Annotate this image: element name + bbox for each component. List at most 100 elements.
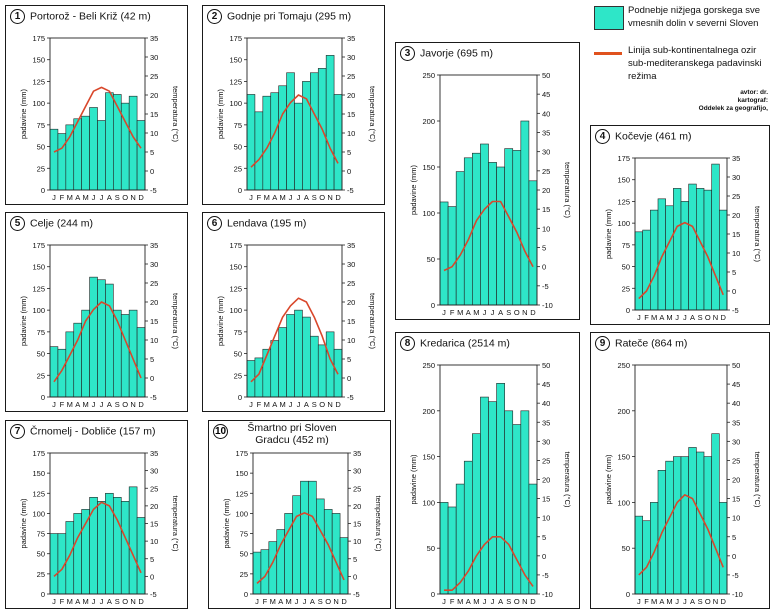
precip-bar [89, 497, 98, 595]
temp-tick-label: -5 [542, 571, 549, 580]
precip-tick-label: 50 [37, 550, 45, 559]
month-label: F [60, 193, 65, 202]
month-label: S [115, 193, 120, 202]
precip-bar [300, 480, 309, 595]
temp-axis-title: temperatura (°C) [368, 293, 377, 349]
month-label: N [130, 400, 135, 409]
precip-tick-label: 125 [235, 489, 248, 498]
precip-tick-label: 175 [229, 34, 242, 43]
month-label: N [327, 400, 332, 409]
temp-tick-label: 0 [542, 552, 546, 561]
temp-tick-label: 25 [542, 167, 550, 176]
temperature-line [53, 501, 142, 577]
temp-tick-label: 15 [732, 495, 740, 504]
month-label: J [442, 597, 446, 606]
temp-tick-label: 30 [150, 467, 158, 476]
precip-tick-label: 175 [32, 34, 45, 43]
precip-bar [455, 171, 465, 306]
precip-tick-label: 150 [32, 469, 45, 478]
precip-bar [642, 520, 651, 595]
panel-number: 10 [213, 424, 228, 439]
temp-tick-label: 50 [542, 361, 550, 370]
panel-title-text: Šmartno pri Sloven Gradcu (452 m) [247, 422, 337, 446]
precip-bar [246, 94, 256, 191]
month-label: F [450, 308, 455, 317]
precip-tick-label: 25 [240, 570, 248, 579]
precip-bar [688, 447, 697, 595]
precip-bar [270, 340, 279, 398]
temp-tick-label: 15 [353, 520, 361, 529]
temp-tick-label: 45 [542, 90, 550, 99]
month-label: O [122, 193, 128, 202]
panel-title: 6 Lendava (195 m) [207, 216, 306, 231]
precip-bar [480, 143, 489, 306]
precip-bar [520, 120, 530, 306]
temp-tick-label: 10 [732, 249, 740, 258]
precipitation-legend-label: Podnebje nižjega gorskega sve vmesnih do… [628, 5, 761, 29]
precip-tick-label: 150 [32, 56, 45, 65]
precip-tick-label: 0 [431, 590, 435, 599]
temp-tick-label: 30 [732, 173, 740, 182]
month-label: J [52, 400, 56, 409]
month-label: M [83, 400, 89, 409]
temp-tick-label: 5 [542, 533, 546, 542]
month-label: A [304, 193, 309, 202]
month-label: J [249, 400, 253, 409]
precip-bar [89, 276, 98, 398]
precip-bar [81, 115, 90, 191]
month-label: J [483, 597, 487, 606]
month-label: A [690, 597, 695, 606]
panel-title-text: Črnomelj - Dobliče (157 m) [30, 425, 156, 438]
panel-title-text: Javorje (695 m) [420, 47, 493, 60]
temp-tick-label: 30 [542, 148, 550, 157]
precip-bar [528, 180, 538, 306]
precip-tick-label: 150 [229, 263, 242, 272]
temp-tick-label: 30 [150, 53, 158, 62]
temp-tick-label: 50 [542, 71, 550, 80]
precip-tick-label: 75 [37, 530, 45, 539]
month-label: A [466, 308, 471, 317]
month-label: O [319, 400, 325, 409]
month-label: J [255, 597, 259, 606]
temp-tick-label: 0 [150, 374, 154, 383]
month-label: N [333, 597, 338, 606]
precip-tick-label: 50 [622, 544, 630, 553]
month-label: N [130, 597, 135, 606]
precip-tick-label: 100 [32, 99, 45, 108]
temp-tick-label: 5 [353, 555, 357, 564]
month-label: A [498, 308, 503, 317]
climate-panel-9: 9 Rateče (864 m) 0 50 100 150 200 250 -10 -5 0 5 10 1… [590, 332, 770, 609]
precip-tick-label: 50 [427, 544, 435, 553]
month-label: M [280, 400, 286, 409]
month-label: D [341, 597, 347, 606]
month-label: A [690, 313, 695, 322]
temp-tick-label: 35 [347, 34, 355, 43]
month-label: D [530, 597, 536, 606]
precip-bar [97, 279, 106, 398]
precip-axis-title: padavine (mm) [409, 164, 418, 215]
temp-tick-label: 20 [542, 186, 550, 195]
temp-tick-label: 10 [353, 537, 361, 546]
month-label: D [720, 597, 726, 606]
precip-tick-label: 100 [617, 498, 630, 507]
temp-tick-label: 0 [150, 167, 154, 176]
month-label: J [637, 313, 641, 322]
precip-tick-label: 25 [234, 371, 242, 380]
temperature-line [256, 512, 345, 584]
precip-bar [496, 166, 505, 306]
month-label: F [644, 597, 649, 606]
precip-bar [65, 521, 75, 595]
temp-tick-label: -5 [150, 590, 157, 599]
temp-tick-label: 25 [347, 279, 355, 288]
precip-bar [512, 424, 522, 595]
temp-tick-label: -10 [542, 301, 553, 310]
month-label: S [312, 193, 317, 202]
temp-tick-label: 15 [542, 205, 550, 214]
month-label: S [698, 597, 703, 606]
precip-tick-label: 25 [37, 570, 45, 579]
month-label: J [675, 313, 679, 322]
temp-tick-label: 0 [542, 263, 546, 272]
precip-tick-label: 100 [235, 509, 248, 518]
